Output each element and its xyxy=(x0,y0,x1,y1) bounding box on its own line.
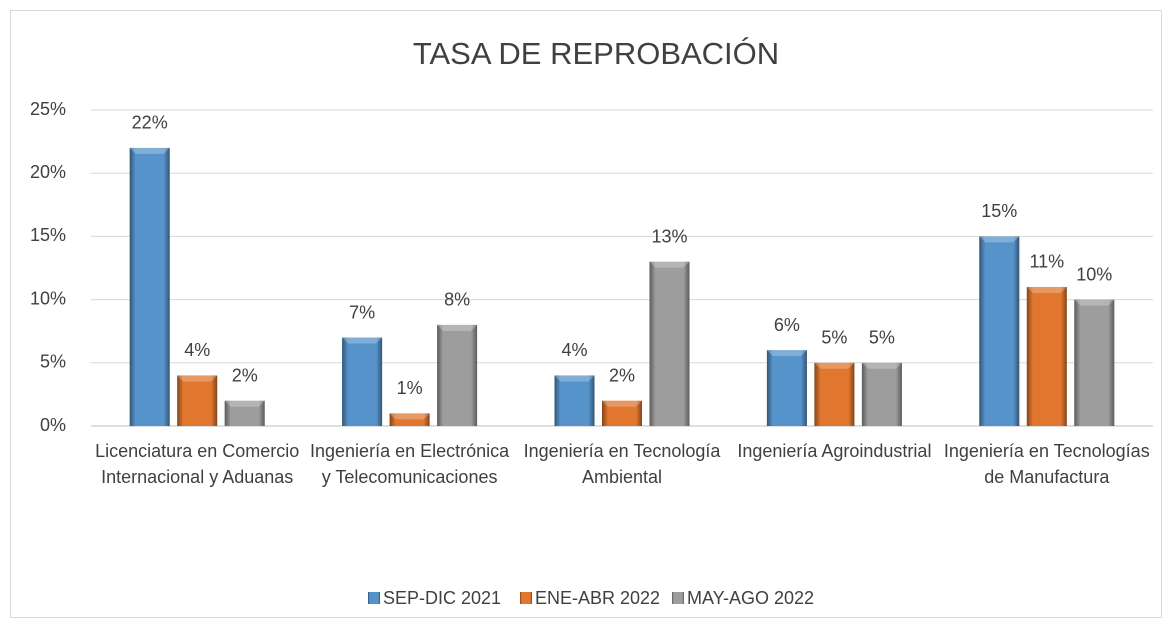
data-label: 7% xyxy=(349,302,375,322)
legend-swatch-bevel xyxy=(368,592,380,604)
bar-cap xyxy=(129,147,170,154)
x-tick-label-text: Ingeniería en Electrónica y Telecomunica… xyxy=(310,441,510,487)
bar-bevel xyxy=(437,324,478,426)
bar-cap xyxy=(861,362,902,369)
bar xyxy=(1074,299,1115,426)
bar-bevel xyxy=(224,400,265,426)
legend-label: MAY-AGO 2022 xyxy=(687,588,814,608)
data-label: 13% xyxy=(651,226,687,246)
bar xyxy=(554,375,595,426)
legend-label: SEP-DIC 2021 xyxy=(383,588,501,608)
bar-bevel xyxy=(129,147,170,427)
bar xyxy=(437,324,478,426)
legend-swatch-bevel xyxy=(520,592,532,604)
bar xyxy=(602,400,642,426)
y-tick-label: 15% xyxy=(30,225,66,245)
bar xyxy=(861,362,902,426)
legend-label: ENE-ABR 2022 xyxy=(535,588,660,608)
bar-cap xyxy=(437,324,478,331)
y-tick-label: 5% xyxy=(40,352,66,372)
bar-cap xyxy=(649,261,690,268)
bar xyxy=(342,337,383,426)
bar-cap xyxy=(1026,286,1067,293)
bar-bevel xyxy=(602,400,642,426)
bar-bevel xyxy=(861,362,902,426)
data-label: 2% xyxy=(609,365,635,385)
x-tick-label: Ingeniería Agroindustrial xyxy=(737,441,932,461)
bar-cap xyxy=(1074,299,1115,306)
bar-bevel xyxy=(342,337,383,426)
x-tick-label: Ingeniería en Tecnología Ambiental xyxy=(523,441,721,487)
bar xyxy=(766,350,807,426)
y-tick-label: 25% xyxy=(30,99,66,119)
bar xyxy=(129,147,170,427)
data-label: 22% xyxy=(132,113,168,133)
x-tick-label-text: Ingeniería en Tecnologías de Manufactura xyxy=(943,441,1150,487)
bar-cap xyxy=(554,375,595,382)
data-label: 8% xyxy=(444,290,470,310)
data-label: 6% xyxy=(774,315,800,335)
data-label: 4% xyxy=(184,340,210,360)
bar-bevel xyxy=(389,413,430,426)
chart-title: TASA DE REPROBACIÓN xyxy=(413,36,779,71)
x-tick-label-text: Ingeniería en Tecnología Ambiental xyxy=(523,441,721,487)
bar-bevel xyxy=(766,350,807,426)
bar xyxy=(814,362,855,426)
bar-cap xyxy=(389,413,430,420)
data-label: 15% xyxy=(981,201,1017,221)
bar xyxy=(979,236,1020,426)
bar-bevel xyxy=(554,375,595,426)
bar xyxy=(1026,286,1067,426)
bar-cap xyxy=(224,400,265,407)
data-label: 5% xyxy=(821,328,847,348)
data-label: 2% xyxy=(232,365,258,385)
bar-bevel xyxy=(1074,299,1115,426)
data-label: 4% xyxy=(561,340,587,360)
y-tick-label: 20% xyxy=(30,162,66,182)
chart-border xyxy=(10,10,1162,618)
bar-cap xyxy=(814,362,855,369)
data-label: 11% xyxy=(1029,252,1064,272)
legend-swatch-bevel xyxy=(672,592,684,604)
x-tick-label-text: Ingeniería Agroindustrial xyxy=(737,441,932,461)
bar-bevel xyxy=(649,261,690,426)
bar xyxy=(389,413,430,426)
data-label: 1% xyxy=(397,378,423,398)
bar-bevel xyxy=(177,375,218,426)
data-label: 10% xyxy=(1076,264,1112,284)
bar-cap xyxy=(342,337,383,344)
y-tick-label: 0% xyxy=(40,415,66,435)
bar xyxy=(177,375,218,426)
bar-cap xyxy=(602,400,642,407)
bar-cap xyxy=(766,350,807,357)
bar xyxy=(649,261,690,426)
x-tick-label-text: Licenciatura en Comercio Internacional y… xyxy=(95,441,300,487)
bar-cap xyxy=(177,375,218,382)
bar-bevel xyxy=(979,236,1020,426)
bar-cap xyxy=(979,236,1020,243)
x-tick-label: Licenciatura en Comercio Internacional y… xyxy=(95,441,300,487)
bar xyxy=(224,400,265,426)
x-tick-label: Ingeniería en Electrónica y Telecomunica… xyxy=(310,441,510,487)
x-tick-label: Ingeniería en Tecnologías de Manufactura xyxy=(943,441,1150,487)
data-label: 5% xyxy=(869,328,895,348)
bar-bevel xyxy=(1026,286,1067,426)
y-tick-label: 10% xyxy=(30,288,66,308)
bar-bevel xyxy=(814,362,855,426)
